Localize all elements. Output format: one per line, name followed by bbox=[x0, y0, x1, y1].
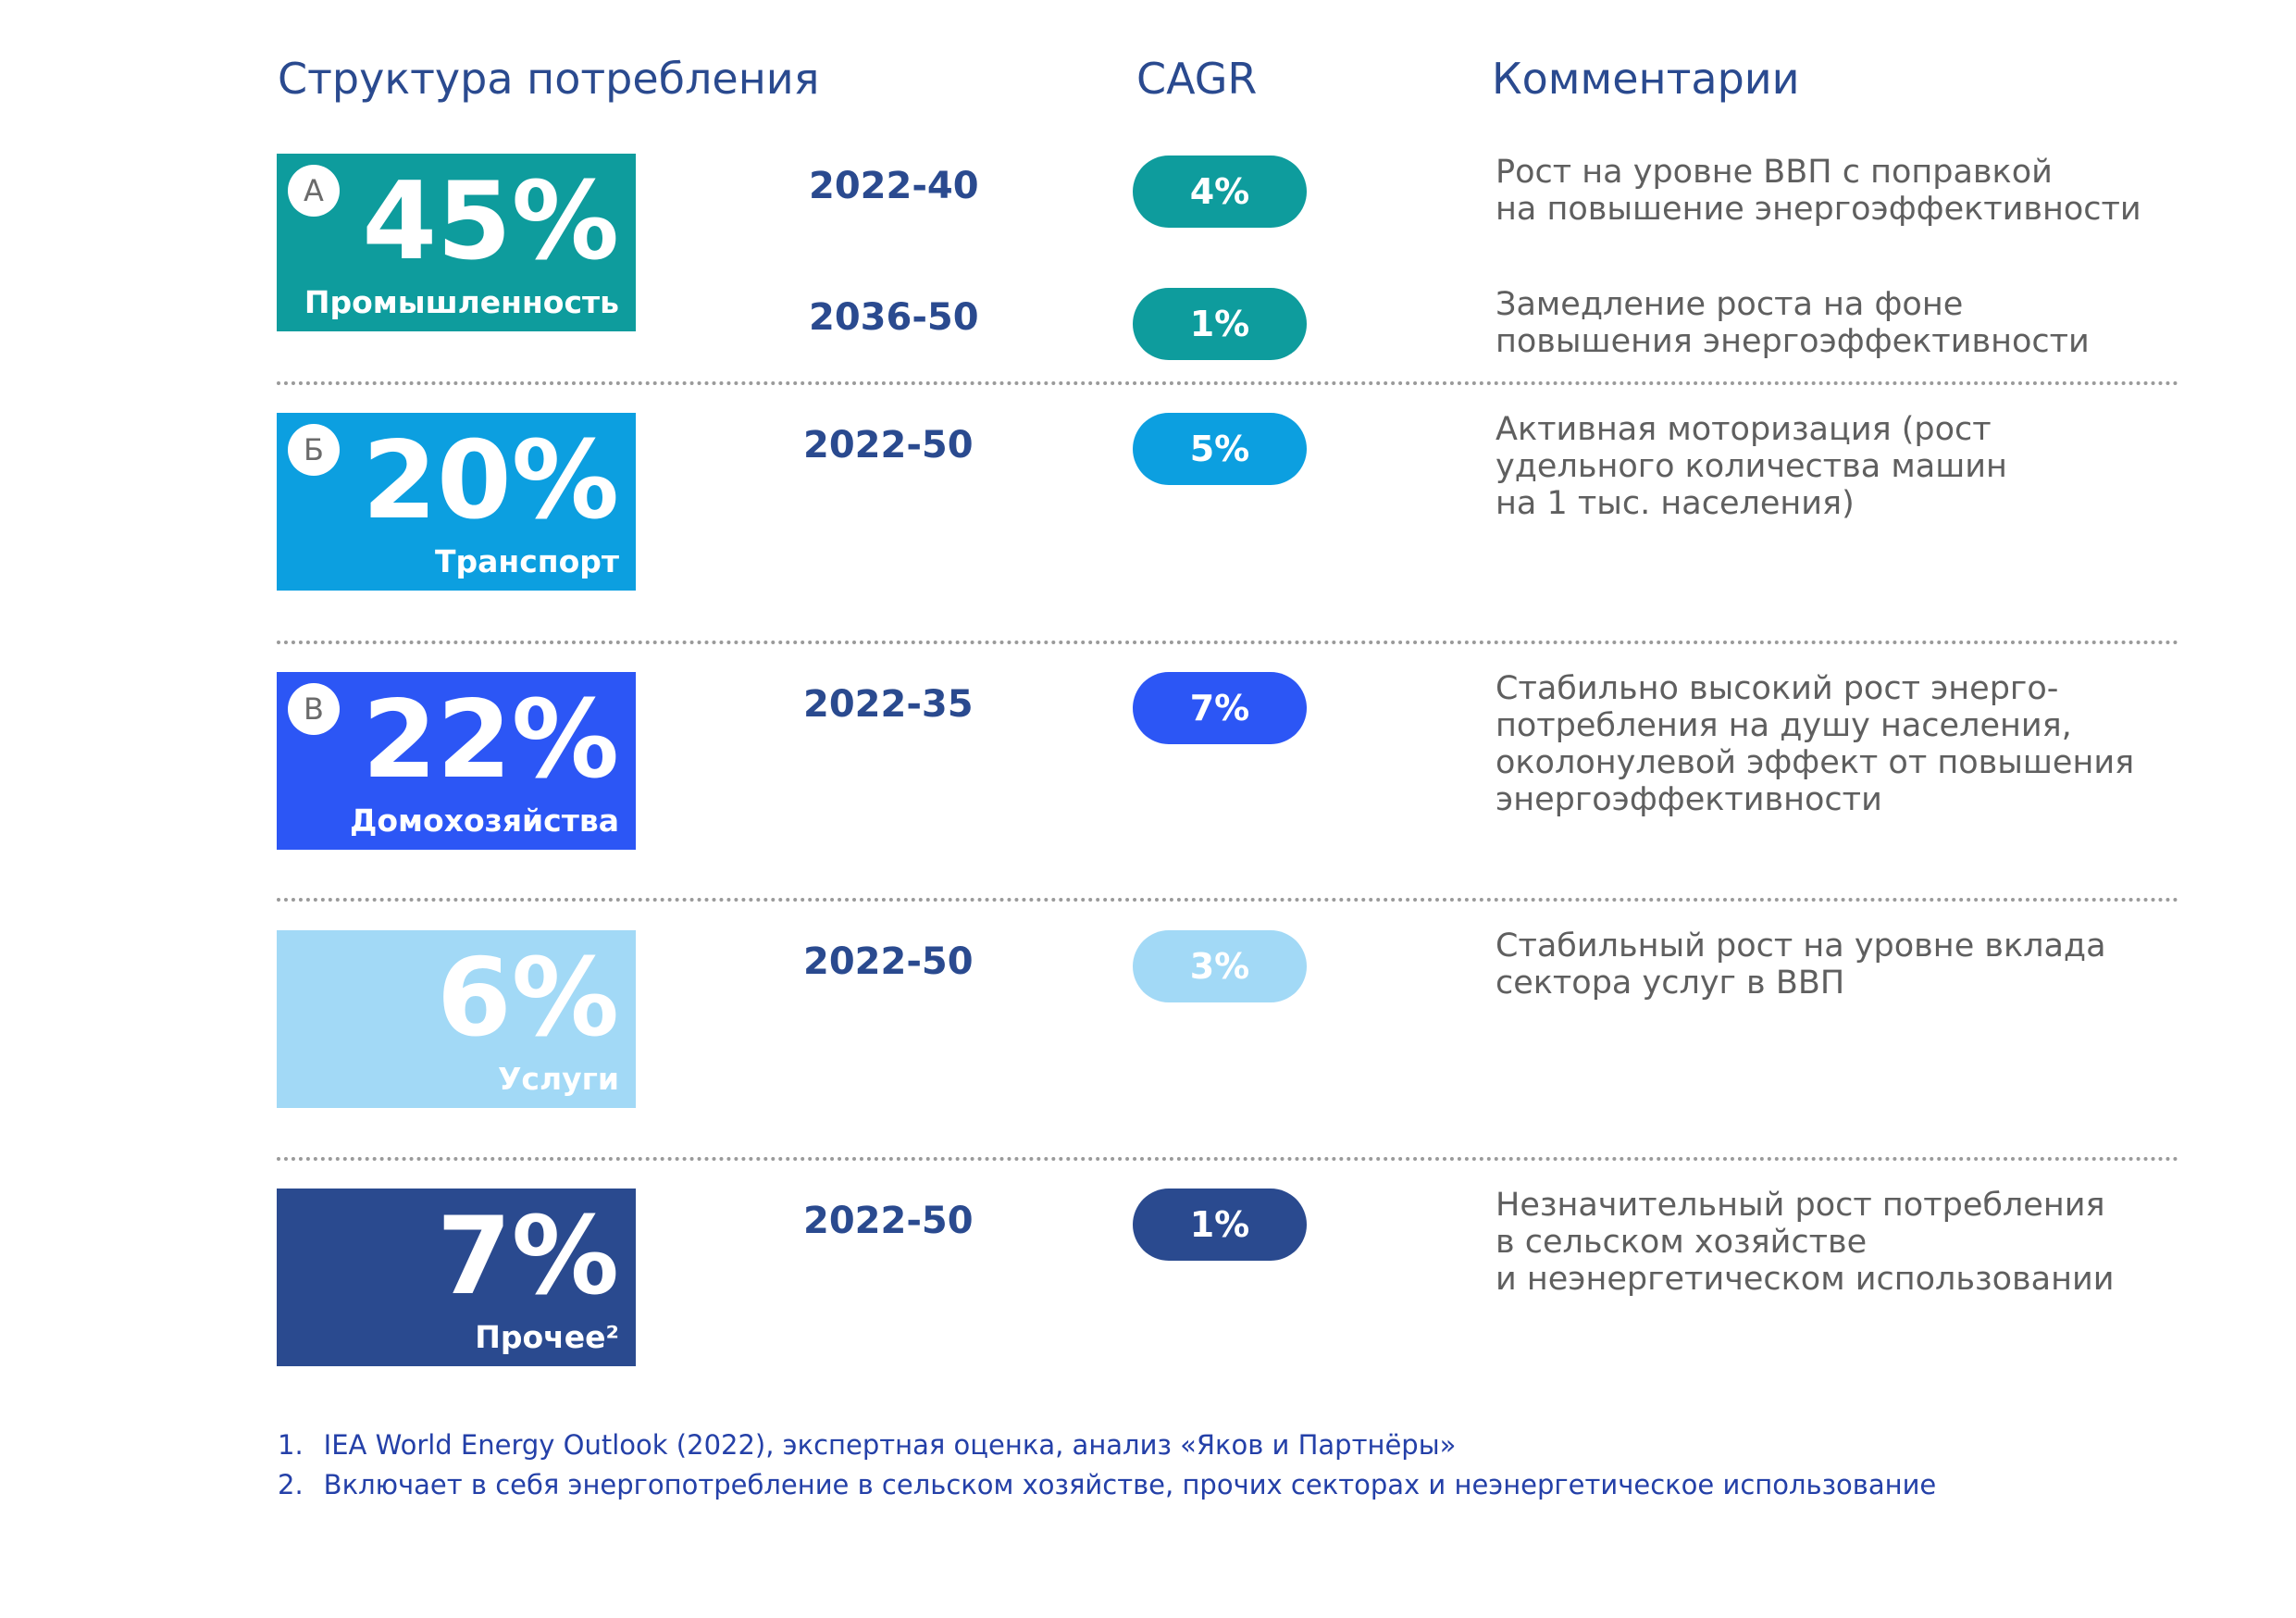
period-label: 2036-50 bbox=[809, 296, 979, 339]
comment-text: Стабильный рост на уровне вклада сектора… bbox=[1496, 927, 2106, 1002]
sector-label: Прочее² bbox=[475, 1319, 619, 1355]
period-label: 2022-40 bbox=[809, 165, 979, 207]
sector-label: Домохозяйства bbox=[350, 803, 619, 839]
cagr-header: CAGR bbox=[1136, 54, 1258, 104]
sector-box-industry: А 45% Промышленность bbox=[277, 154, 636, 331]
structure-header: Структура потребления bbox=[278, 54, 820, 104]
sector-box-other: 7% Прочее² bbox=[277, 1189, 636, 1366]
footnotes: 1. IEA World Energy Outlook (2022), эксп… bbox=[278, 1425, 1936, 1505]
comment-text: Стабильно высокий рост энерго- потреблен… bbox=[1496, 670, 2135, 818]
sector-badge: Б bbox=[288, 424, 340, 476]
cagr-pill: 7% bbox=[1133, 672, 1307, 744]
footnote: 1. IEA World Energy Outlook (2022), эксп… bbox=[278, 1425, 1936, 1465]
footnote-text: Включает в себя энергопотребление в сель… bbox=[323, 1469, 1937, 1500]
sector-label: Транспорт bbox=[435, 543, 619, 579]
period-label: 2022-35 bbox=[803, 683, 974, 726]
row-separator bbox=[277, 898, 2179, 902]
sector-percent: 22% bbox=[362, 678, 619, 803]
period-label: 2022-50 bbox=[803, 1200, 974, 1242]
sector-box-households: В 22% Домохозяйства bbox=[277, 672, 636, 850]
cagr-pill: 3% bbox=[1133, 930, 1307, 1002]
cagr-pill: 4% bbox=[1133, 156, 1307, 228]
footnote-number: 2. bbox=[278, 1469, 304, 1500]
row-separator bbox=[277, 641, 2179, 644]
row-separator bbox=[277, 1157, 2179, 1161]
sector-percent: 45% bbox=[362, 159, 619, 284]
sector-box-services: 6% Услуги bbox=[277, 930, 636, 1108]
sector-box-transport: Б 20% Транспорт bbox=[277, 413, 636, 591]
sector-label: Услуги bbox=[497, 1061, 619, 1097]
period-label: 2022-50 bbox=[803, 424, 974, 467]
comment-text: Замедление роста на фоне повышения энерг… bbox=[1496, 286, 2090, 360]
period-label: 2022-50 bbox=[803, 940, 974, 983]
sector-percent: 6% bbox=[437, 936, 619, 1061]
footnote-number: 1. bbox=[278, 1429, 304, 1461]
comment-text: Рост на уровне ВВП с поправкой на повыше… bbox=[1496, 154, 2141, 228]
cagr-pill: 5% bbox=[1133, 413, 1307, 485]
sector-label: Промышленность bbox=[304, 284, 619, 320]
sector-badge: В bbox=[288, 683, 340, 735]
footnote: 2. Включает в себя энергопотребление в с… bbox=[278, 1465, 1936, 1505]
sector-percent: 20% bbox=[362, 418, 619, 543]
comments-header: Комментарии bbox=[1492, 54, 1800, 104]
cagr-pill: 1% bbox=[1133, 1189, 1307, 1261]
sector-badge: А bbox=[288, 165, 340, 217]
comment-text: Активная моторизация (рост удельного кол… bbox=[1496, 411, 2007, 522]
comment-text: Незначительный рост потребления в сельск… bbox=[1496, 1187, 2115, 1298]
row-separator bbox=[277, 381, 2179, 385]
sector-percent: 7% bbox=[437, 1194, 619, 1319]
footnote-text: IEA World Energy Outlook (2022), эксперт… bbox=[323, 1429, 1457, 1461]
cagr-pill: 1% bbox=[1133, 288, 1307, 360]
